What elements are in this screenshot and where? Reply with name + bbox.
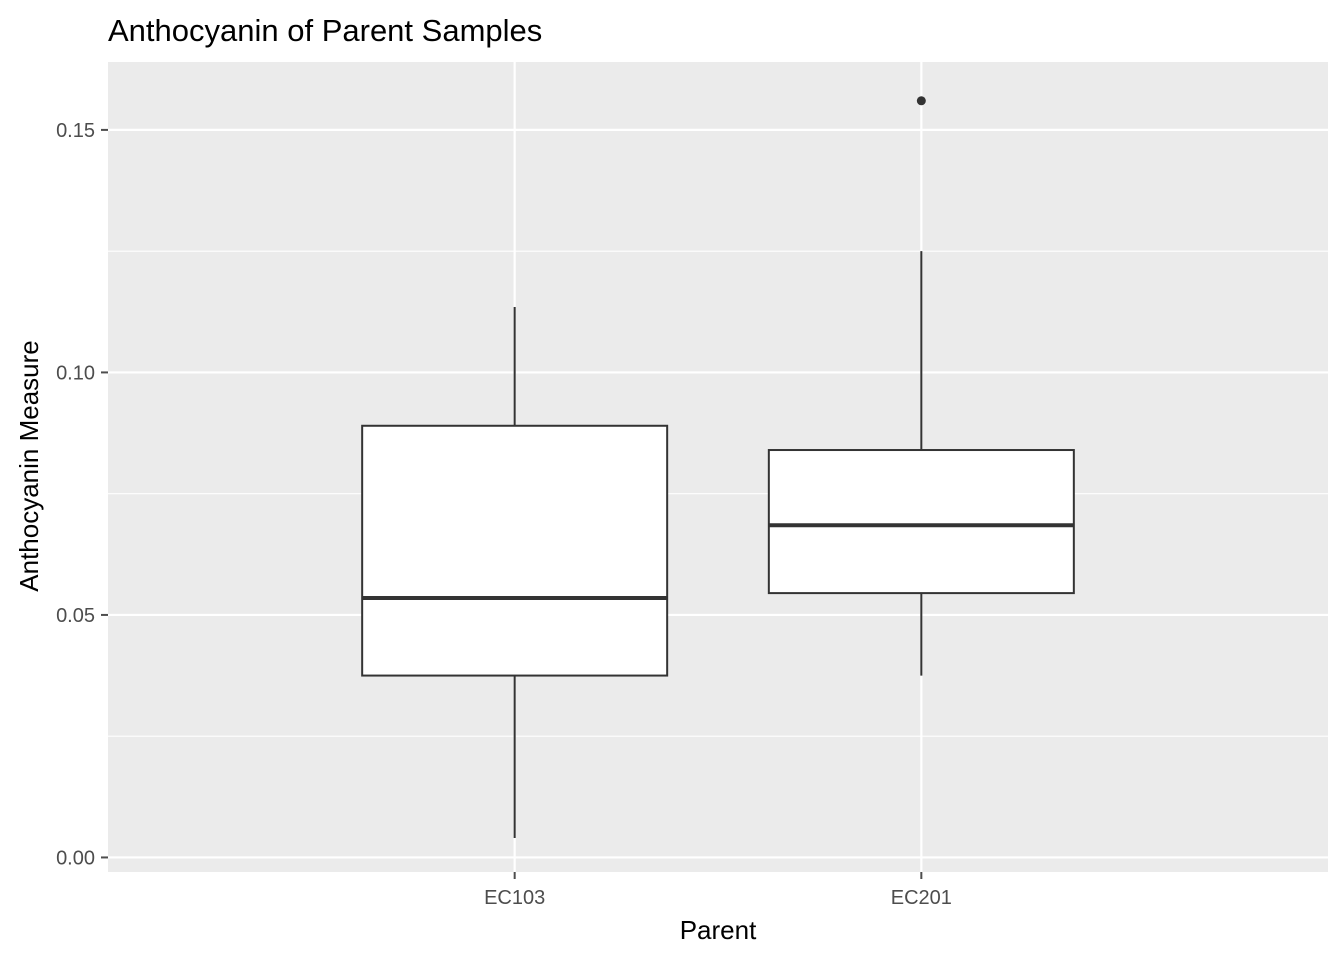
y-tick-label: 0.10 [56,362,95,384]
chart-title: Anthocyanin of Parent Samples [108,13,542,48]
x-axis-title: Parent [680,915,757,945]
plot-panel [108,62,1328,872]
y-axis-title: Anthocyanin Measure [14,340,44,591]
y-tick-label: 0.15 [56,120,95,142]
box-ec103 [361,306,669,839]
iqr-box [767,449,1075,595]
x-axis: EC103 EC201 [484,872,952,909]
boxes [361,96,1075,839]
box-ec201 [767,96,1075,676]
x-tick-label: EC103 [484,887,545,909]
y-axis: 0.00 0.05 0.10 0.15 [56,120,108,869]
x-tick-label: EC201 [891,887,952,909]
y-tick-label: 0.00 [56,847,95,869]
iqr-box [361,424,669,677]
y-tick-label: 0.05 [56,605,95,627]
outlier-point [916,96,926,106]
